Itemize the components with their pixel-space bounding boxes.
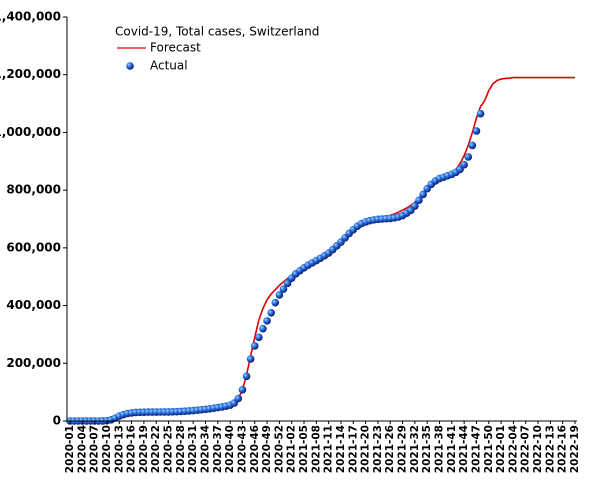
data-point (259, 324, 267, 333)
x-tick-label: 2020-25 (163, 425, 175, 473)
x-tick-label: 2020-07 (89, 425, 101, 473)
x-tick-label: 2021-41 (446, 425, 458, 473)
data-point (271, 298, 280, 307)
data-point (246, 355, 255, 363)
y-tick-label: 800,000 (6, 183, 61, 197)
data-point (250, 342, 259, 350)
data-point (267, 308, 275, 317)
legend-label: Forecast (150, 41, 201, 55)
data-point (263, 317, 271, 325)
x-tick-label: 2020-43 (236, 425, 248, 473)
x-tick-label: 2021-29 (397, 425, 409, 473)
x-tick-label: 2020-40 (224, 425, 236, 473)
legend: Forecast Actual (117, 41, 201, 73)
x-tick-label: 2020-46 (249, 425, 261, 473)
data-point (238, 386, 247, 394)
x-tick-label: 2020-04 (76, 425, 88, 473)
x-tick-label: 2021-20 (360, 425, 372, 473)
x-tick-label: 2020-19 (138, 425, 150, 473)
data-point (234, 394, 243, 403)
x-tick-label: 2020-01 (64, 425, 76, 473)
x-tick-label: 2020-22 (150, 425, 162, 473)
x-tick-label: 2021-23 (372, 425, 384, 473)
legend-label: Actual (150, 59, 188, 73)
x-tick-label: 2021-11 (323, 425, 335, 473)
x-tick-label: 2021-50 (483, 425, 495, 473)
x-tick-label: 2020-10 (101, 425, 113, 473)
y-tick-label: 0 (53, 414, 61, 428)
x-tick-label: 2020-49 (261, 425, 273, 473)
x-tick-label: 2021-08 (310, 425, 322, 473)
data-point (275, 291, 284, 299)
x-tick-label: 2020-28 (175, 425, 187, 473)
x-tick-label: 2020-13 (113, 425, 125, 473)
x-tick-label: 2022-07 (520, 425, 532, 473)
data-point (242, 372, 251, 381)
x-tick-label: 2020-37 (212, 425, 224, 473)
x-tick-label: 2022-13 (544, 425, 556, 473)
x-tick-label: 2022-19 (569, 425, 581, 473)
y-tick-label: 1,000,000 (0, 125, 61, 139)
y-tick-label: 1,400,000 (0, 10, 61, 24)
x-tick-label: 2020-16 (126, 425, 138, 473)
x-tick-label: 2021-05 (298, 425, 310, 473)
data-point (468, 141, 477, 150)
x-tick-label: 2021-02 (286, 425, 298, 473)
x-tick-label: 2022-01 (495, 425, 507, 473)
x-tick-label: 2021-14 (335, 425, 347, 473)
data-point (460, 160, 468, 169)
data-point (255, 333, 263, 342)
data-point (419, 190, 427, 199)
data-point (279, 285, 288, 293)
x-tick-label: 2021-26 (384, 425, 396, 473)
plot-area (66, 76, 575, 425)
x-tick-label: 2021-47 (470, 425, 482, 473)
x-tick-label: 2022-10 (532, 425, 544, 473)
y-tick-label: 1,200,000 (0, 67, 61, 81)
x-tick-label: 2021-38 (434, 425, 446, 473)
x-tick-label: 2020-52 (273, 425, 285, 473)
y-tick-label: 200,000 (6, 356, 61, 370)
data-point (415, 196, 423, 205)
chart-title: Covid-19, Total cases, Switzerland (115, 25, 319, 39)
y-tick-label: 600,000 (6, 240, 61, 254)
x-tick-label: 2021-32 (409, 425, 421, 473)
x-tick-label: 2021-44 (458, 425, 470, 473)
x-tick-label: 2020-34 (199, 425, 211, 473)
x-tick-label: 2022-16 (557, 425, 569, 473)
x-tick-label: 2021-35 (421, 425, 433, 473)
x-tick-label: 2021-17 (347, 425, 359, 473)
x-tick-label: 2020-31 (187, 425, 199, 473)
legend-marker (126, 62, 134, 70)
x-tick-label: 2022-04 (507, 425, 519, 473)
data-point (283, 279, 292, 288)
data-point (411, 202, 419, 210)
data-point (472, 127, 481, 135)
y-tick-label: 400,000 (6, 298, 61, 312)
data-point (476, 109, 485, 118)
data-point (464, 153, 473, 161)
